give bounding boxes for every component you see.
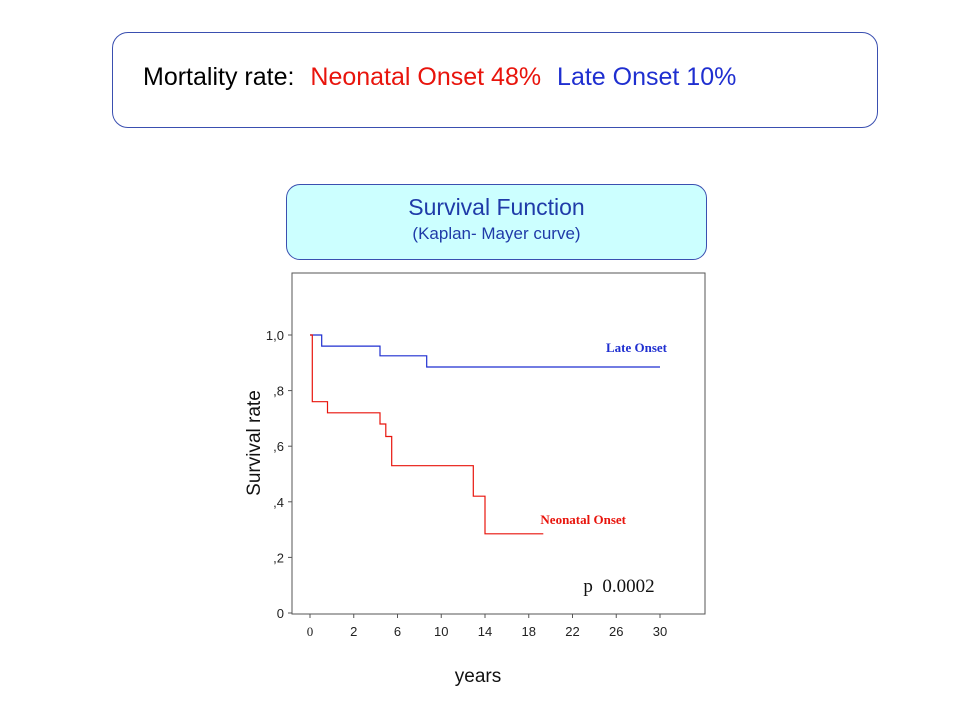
mortality-banner: Mortality rate: Neonatal Onset 48% Late … bbox=[112, 32, 878, 128]
x-axis-ticks: 0 2 6 10 14 18 22 26 30 bbox=[307, 614, 667, 639]
mortality-text: Mortality rate: Neonatal Onset 48% Late … bbox=[143, 63, 745, 92]
x-tick-label: 0 bbox=[307, 624, 314, 639]
late-onset-curve bbox=[310, 334, 660, 368]
plot-frame bbox=[291, 272, 706, 615]
survival-function-title: Survival Function bbox=[408, 194, 585, 220]
survival-function-subtitle: (Kaplan- Mayer curve) bbox=[412, 224, 581, 243]
y-tick-label: ,8 bbox=[273, 384, 284, 399]
x-tick-label: 14 bbox=[478, 624, 492, 639]
neonatal-onset-curve bbox=[310, 334, 544, 535]
x-tick-label: 22 bbox=[565, 624, 579, 639]
legend-late-onset: Late Onset bbox=[606, 340, 668, 355]
y-tick-label: ,4 bbox=[273, 495, 284, 510]
x-tick-label: 10 bbox=[434, 624, 448, 639]
y-axis-ticks: 0 ,2 ,4 ,6 ,8 1,0 bbox=[266, 328, 292, 621]
x-tick-label: 26 bbox=[609, 624, 623, 639]
y-tick-label: ,6 bbox=[273, 439, 284, 454]
y-tick-label: 1,0 bbox=[266, 328, 284, 343]
legend-neonatal-onset: Neonatal Onset bbox=[540, 512, 626, 527]
y-axis-label: Survival rate bbox=[244, 390, 265, 496]
y-tick-label: ,2 bbox=[273, 550, 284, 565]
x-axis-label: years bbox=[455, 666, 501, 687]
series-group bbox=[310, 334, 660, 535]
x-tick-label: 18 bbox=[522, 624, 536, 639]
x-tick-label: 30 bbox=[653, 624, 667, 639]
p-value-annotation: p 0.0002 bbox=[583, 576, 654, 597]
x-tick-label: 6 bbox=[394, 624, 401, 639]
survival-function-box: Survival Function (Kaplan- Mayer curve) bbox=[286, 184, 707, 260]
x-tick-label: 2 bbox=[350, 624, 357, 639]
y-tick-label: 0 bbox=[277, 606, 284, 621]
neonatal-mortality: Neonatal Onset 48% bbox=[310, 63, 542, 91]
late-mortality: Late Onset 10% bbox=[557, 63, 737, 91]
mortality-prefix: Mortality rate: bbox=[143, 63, 295, 91]
